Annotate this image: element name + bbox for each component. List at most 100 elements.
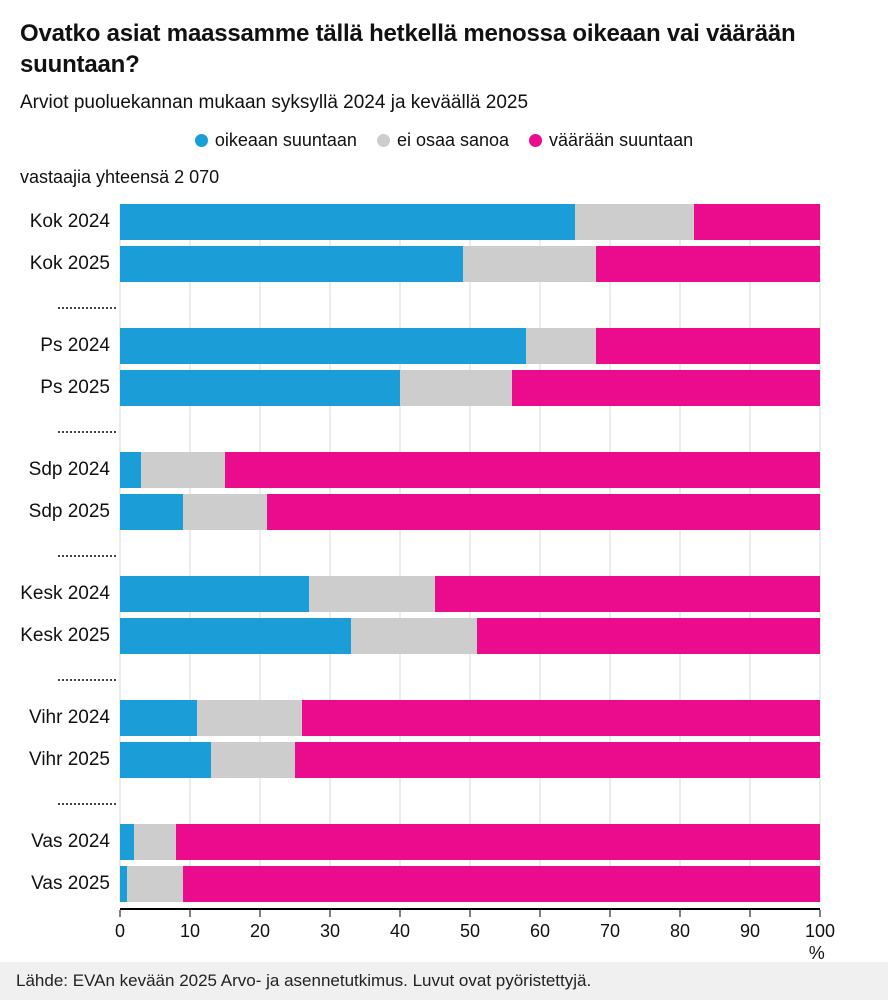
bar-segment [183, 866, 820, 903]
bar-segment [309, 576, 435, 613]
chart-row: Kesk 2024 [20, 576, 820, 613]
bar-segment [120, 700, 197, 737]
legend-label: ei osaa sanoa [396, 130, 510, 151]
bar-segment [575, 204, 694, 241]
bar-segment [120, 328, 526, 365]
bar-track [120, 328, 820, 365]
row-label: Ps 2024 [40, 335, 110, 357]
axis-tick-label: 50 [459, 921, 481, 942]
group-separator [20, 660, 820, 700]
row-label: Kok 2024 [29, 211, 110, 233]
chart-row: Kesk 2025 [20, 618, 820, 655]
bar-segment [694, 204, 820, 241]
legend-item: ei osaa sanoa [376, 130, 510, 151]
axis-tick [399, 910, 401, 918]
bar-track [120, 618, 820, 655]
gridline [749, 204, 751, 903]
axis-tick [119, 910, 121, 918]
axis-tick [259, 910, 261, 918]
bar-track [120, 204, 820, 241]
row-label: Sdp 2024 [28, 459, 110, 481]
bar-segment [134, 824, 176, 861]
gridline [679, 204, 681, 903]
legend-label: väärään suuntaan [549, 130, 694, 151]
legend-dot-icon [376, 134, 390, 148]
gridline [399, 204, 401, 903]
bar-segment [512, 370, 820, 407]
row-label: Ps 2025 [40, 377, 110, 399]
bar-segment [120, 824, 134, 861]
chart-row: Vas 2024 [20, 824, 820, 861]
legend: oikeaan suuntaan ei osaa sanoa väärään suu… [20, 130, 868, 151]
bar-segment [225, 452, 820, 489]
chart-row: Vas 2025 [20, 866, 820, 903]
bar-segment [120, 866, 127, 903]
chart-row: Sdp 2025 [20, 494, 820, 531]
respondents-note: vastaajia yhteensä 2 070 [20, 167, 220, 188]
axis-tick-label: 100 [804, 921, 836, 942]
row-label: Kesk 2024 [20, 583, 110, 605]
bar-segment [596, 246, 820, 283]
axis-tick-label: 80 [669, 921, 691, 942]
axis-tick-label: 70 [599, 921, 621, 942]
gridlines [119, 204, 821, 903]
bar-track [120, 866, 820, 903]
stacked-bar-chart: Kok 2024 Kok 2025 Ps 2024 Ps 2025 Sdp 2024 Sd… [20, 204, 835, 963]
legend-label: oikeaan suuntaan [214, 130, 357, 151]
bar-segment [596, 328, 820, 365]
x-axis: 0 10 20 30 40 50 60 70 80 90 100% [115, 908, 835, 963]
axis-unit-label: % [808, 943, 825, 964]
bar-segment [400, 370, 512, 407]
bar-segment [176, 824, 820, 861]
bar-segment [127, 866, 183, 903]
bar-track [120, 824, 820, 861]
bar-segment [120, 370, 400, 407]
bar-segment [120, 494, 183, 531]
bar-segment [141, 452, 225, 489]
source-footer: Lähde: EVAn kevään 2025 Arvo- ja asennet… [0, 962, 888, 1000]
axis-tick-label: 10 [179, 921, 201, 942]
bar-segment [211, 742, 295, 779]
legend-item: väärään suuntaan [529, 130, 693, 151]
legend-dot-icon [529, 134, 543, 148]
bar-segment [197, 700, 302, 737]
gridline [539, 204, 541, 903]
chart-row: Kok 2025 [20, 246, 820, 283]
bar-segment [463, 246, 596, 283]
bar-segment [120, 618, 351, 655]
chart-row: Ps 2024 [20, 328, 820, 365]
bar-track [120, 576, 820, 613]
chart-rows: Kok 2024 Kok 2025 Ps 2024 Ps 2025 Sdp 2024 Sd… [20, 204, 820, 903]
bar-track [120, 494, 820, 531]
separator-dots [58, 679, 116, 682]
bar-track [120, 246, 820, 283]
source-text: Lähde: EVAn kevään 2025 Arvo- ja asennet… [16, 971, 592, 990]
row-label: Kesk 2025 [20, 625, 110, 647]
plot-area: Kok 2024 Kok 2025 Ps 2024 Ps 2025 Sdp 2024 Sd… [20, 204, 821, 903]
row-label: Vihr 2025 [29, 749, 110, 771]
bar-segment [120, 246, 463, 283]
axis-tick-label: 0 [114, 921, 126, 942]
chart-row: Vihr 2024 [20, 700, 820, 737]
axis-tick-label: 30 [319, 921, 341, 942]
group-separator [20, 412, 820, 452]
axis-tick [609, 910, 611, 918]
bar-segment [526, 328, 596, 365]
chart-panel: Ovatko asiat maassamme tällä hetkellä me… [20, 20, 868, 963]
axis-tick [819, 910, 821, 918]
gridline [119, 204, 121, 903]
separator-dots [58, 803, 116, 806]
bar-segment [477, 618, 820, 655]
chart-row: Ps 2025 [20, 370, 820, 407]
axis-tick [679, 910, 681, 918]
gridline [609, 204, 611, 903]
axis-tick [749, 910, 751, 918]
separator-dots [58, 555, 116, 558]
axis-tick-label: 60 [529, 921, 551, 942]
separator-dots [58, 431, 116, 434]
group-separator [20, 536, 820, 576]
gridline [819, 204, 821, 903]
group-separator [20, 784, 820, 824]
bar-segment [120, 742, 211, 779]
bar-segment [295, 742, 820, 779]
